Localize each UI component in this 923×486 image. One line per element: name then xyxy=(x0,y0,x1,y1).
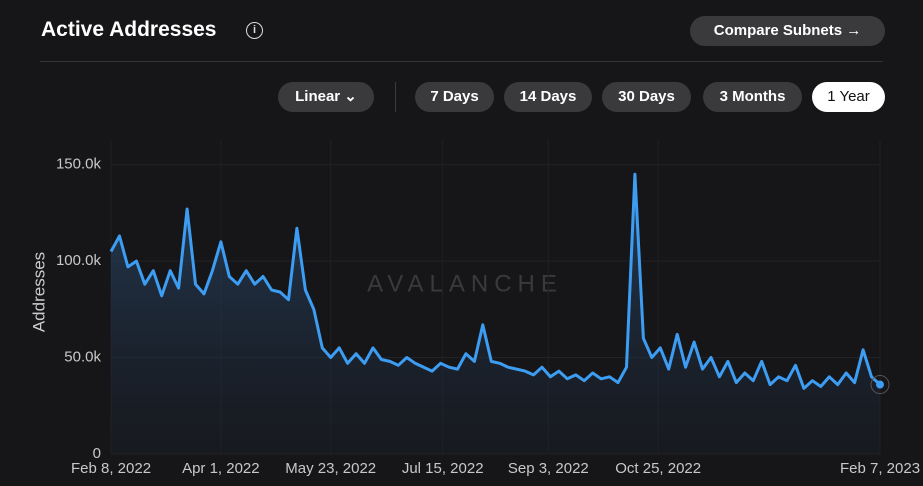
y-axis-label: Addresses xyxy=(29,252,48,332)
end-marker xyxy=(876,380,884,389)
scale-label: Linear xyxy=(295,88,341,105)
y-tick-label: 0 xyxy=(93,445,101,462)
x-tick-label: Apr 1, 2022 xyxy=(182,460,260,477)
line xyxy=(109,172,882,390)
x-tick-label: Feb 7, 2023 xyxy=(840,460,920,477)
x-tick-label: Feb 8, 2022 xyxy=(71,460,151,477)
title: Active Addresses xyxy=(41,18,217,41)
range-button[interactable]: 14 Days xyxy=(504,82,592,112)
range-button[interactable]: 30 Days xyxy=(602,82,691,112)
info-icon[interactable]: i xyxy=(246,22,263,39)
end-marker-ring xyxy=(870,375,890,395)
y-tick-label: 150.0k xyxy=(56,156,102,173)
range-button[interactable]: 7 Days xyxy=(415,82,494,112)
x-tick-label: Oct 25, 2022 xyxy=(615,460,701,477)
x-tick-label: Sep 3, 2022 xyxy=(508,460,589,477)
scale-dropdown[interactable]: Linear ⌄ xyxy=(278,82,374,112)
compare-label: Compare Subnets xyxy=(713,22,843,39)
x-tick-label: Jul 15, 2022 xyxy=(402,460,484,477)
x-tick-label: May 23, 2022 xyxy=(285,460,376,477)
separator xyxy=(40,61,883,62)
watermark: AVALANCHE xyxy=(367,270,563,297)
range-button[interactable]: 3 Months xyxy=(703,82,802,112)
compare-button[interactable]: Compare Subnets → xyxy=(690,16,885,46)
area-fill xyxy=(111,174,880,455)
y-tick-label: 100.0k xyxy=(56,252,102,269)
range-button[interactable]: 1 Year xyxy=(812,82,885,112)
y-tick-label: 50.0k xyxy=(64,349,101,366)
separator xyxy=(395,82,396,112)
